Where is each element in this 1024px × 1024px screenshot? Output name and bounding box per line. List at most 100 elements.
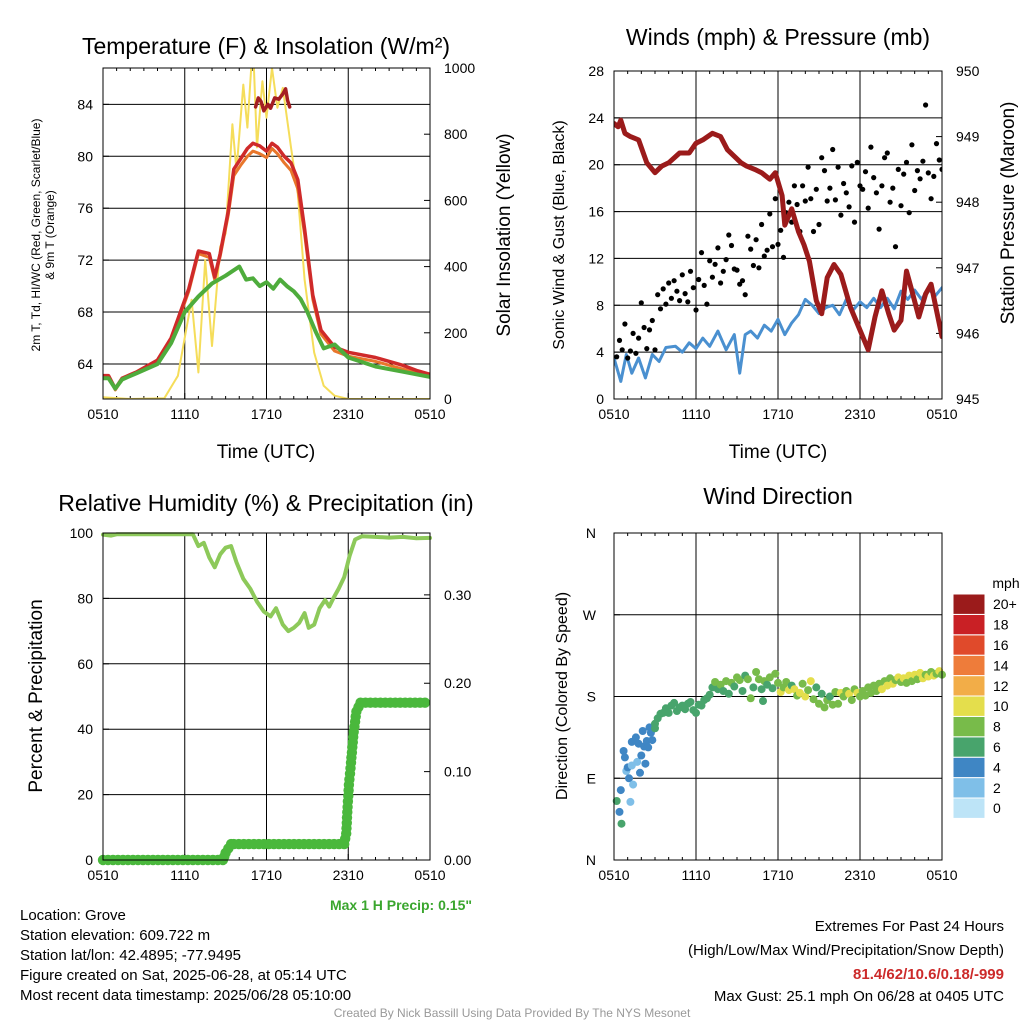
- dir-ytick-label: E: [587, 770, 596, 786]
- direction-point: [771, 669, 780, 678]
- gust-point: [657, 306, 664, 312]
- gust-point: [778, 227, 784, 233]
- direction-point: [774, 678, 782, 687]
- gust-point: [879, 183, 885, 189]
- gust-point: [824, 198, 830, 204]
- temp-series-2m-t: [103, 141, 430, 391]
- direction-point: [749, 683, 758, 692]
- gust-point: [723, 257, 729, 263]
- gust-point: [707, 258, 713, 264]
- gust-point: [655, 292, 661, 298]
- precip-point: [419, 697, 431, 708]
- gust-point: [750, 262, 757, 269]
- colorbar-swatch: [952, 593, 986, 615]
- temp-xtick-label: 2310: [333, 406, 364, 422]
- temperature-title: Temperature (F) & Insolation (W/m²): [82, 33, 450, 59]
- direction-point: [820, 703, 829, 712]
- gust-point: [808, 196, 814, 202]
- gust-point: [865, 205, 871, 211]
- gust-point: [690, 285, 696, 291]
- temperature-ylabel-right: Solar Insolation (Yellow): [494, 133, 515, 336]
- gust-point: [636, 335, 642, 341]
- direction-point: [619, 747, 628, 755]
- gust-point: [685, 299, 691, 305]
- colorbar-swatch: [952, 695, 986, 717]
- temperature-ylabel-left-2: & 9m T (Orange): [43, 190, 57, 280]
- rh-xtick-label: 2310: [333, 867, 364, 883]
- station-info: Location: Grove Station elevation: 609.7…: [20, 906, 351, 1006]
- colorbar-tick-label: 8: [993, 719, 1001, 735]
- gust-point: [728, 242, 735, 249]
- wind-ytick-label: 4: [596, 344, 604, 360]
- rh-ytick-label-right: 0.10: [444, 764, 471, 780]
- gust-point: [931, 173, 937, 179]
- direction-point: [845, 689, 854, 698]
- dir-xtick-label: 0510: [926, 867, 957, 883]
- figure-created: Figure created on Sat, 2025-06-28, at 05…: [20, 967, 347, 984]
- wind-ytick-label: 8: [596, 297, 604, 313]
- gust-point: [901, 171, 907, 177]
- dir-ytick-label: W: [583, 607, 597, 623]
- direction-title: Wind Direction: [703, 483, 853, 509]
- gust-point: [677, 298, 683, 304]
- station-latlon: Station lat/lon: 42.4895; -77.9495: [20, 947, 242, 964]
- colorbar-swatch: [952, 715, 986, 738]
- gust-point: [718, 280, 724, 286]
- direction-point: [638, 727, 647, 735]
- gust-point: [838, 212, 844, 218]
- wind-ytick-label: 16: [588, 204, 604, 220]
- colorbar-swatch: [952, 654, 986, 677]
- gust-point: [794, 201, 800, 208]
- colorbar-swatch: [952, 634, 986, 656]
- recent-timestamp: Most recent data timestamp: 2025/06/28 0…: [20, 987, 352, 1004]
- direction-point: [724, 689, 733, 698]
- gust-point: [739, 278, 746, 284]
- gust-point: [835, 164, 841, 170]
- colorbar-tick-label: 20+: [993, 596, 1017, 612]
- direction-point: [615, 807, 624, 816]
- dir-ytick-label: S: [587, 689, 596, 705]
- rh-series-humidity: [101, 532, 432, 634]
- temp-series-insolation: [103, 68, 430, 399]
- gust-point: [876, 226, 882, 232]
- direction-point: [644, 743, 653, 752]
- gust-point: [693, 307, 699, 313]
- gust-point: [846, 204, 852, 210]
- dir-xtick-label: 0510: [598, 867, 629, 883]
- gust-point: [892, 244, 899, 250]
- gust-point: [813, 186, 819, 192]
- gust-point: [800, 183, 806, 189]
- colorbar-tick-label: 2: [993, 780, 1001, 796]
- colorbar-swatch: [952, 613, 986, 636]
- gust-point: [805, 164, 811, 170]
- gust-point: [786, 199, 792, 205]
- humidity-title: Relative Humidity (%) & Precipitation (i…: [58, 490, 473, 516]
- gust-point: [644, 346, 650, 352]
- direction-point: [768, 684, 777, 693]
- temp-ytick-label: 72: [77, 252, 93, 268]
- rh-xtick-label: 1110: [170, 867, 199, 883]
- wind-ytick-label: 0: [596, 391, 604, 407]
- wind-ytick-label-right: 949: [956, 129, 980, 145]
- wind-series-group: [614, 102, 942, 383]
- gust-point: [696, 276, 702, 283]
- gust-point: [767, 211, 773, 217]
- gust-point: [912, 187, 918, 194]
- gust-point: [646, 327, 653, 333]
- colorbar-tick-label: 12: [993, 678, 1009, 694]
- gust-point: [862, 169, 869, 175]
- gust-point: [753, 237, 759, 243]
- gust-point: [674, 288, 680, 294]
- gust-point: [687, 268, 694, 274]
- colorbar-swatch: [952, 756, 986, 779]
- temp-ytick-label-right: 1000: [444, 60, 475, 76]
- gust-point: [679, 272, 685, 278]
- gust-point: [898, 203, 904, 209]
- direction-point: [834, 699, 843, 708]
- direction-point: [757, 685, 766, 694]
- gust-point: [772, 196, 778, 202]
- direction-point: [641, 759, 650, 768]
- rh-series-group: [97, 532, 432, 866]
- gust-point: [726, 232, 732, 238]
